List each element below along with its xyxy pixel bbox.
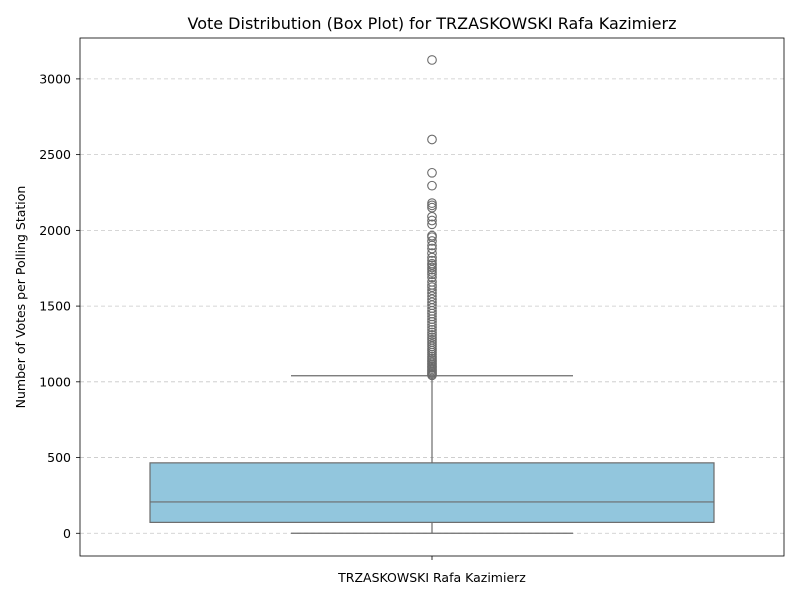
outlier-point	[427, 327, 437, 338]
iqr-box	[149, 462, 715, 523]
outlier-point	[427, 277, 437, 287]
outlier-point	[427, 230, 437, 241]
y-axis-ticks: 0 500 1000 1500 2000 2500 3000	[39, 71, 80, 541]
outlier-point	[427, 334, 437, 345]
outlier-point	[427, 262, 437, 273]
outlier-point	[427, 180, 437, 191]
outlier-point	[427, 167, 437, 178]
chart-title: Vote Distribution (Box Plot) for TRZASKO…	[187, 14, 676, 33]
outlier-point	[427, 236, 437, 246]
outlier-point	[427, 215, 437, 226]
outlier-point	[427, 134, 437, 145]
outlier-point	[427, 248, 437, 258]
y-tick-label: 2000	[39, 223, 71, 238]
y-tick-label: 3000	[39, 71, 71, 86]
x-axis-ticks: TRZASKOWSKI Rafa Kazimierz	[337, 556, 526, 585]
outlier-point	[427, 255, 437, 266]
outlier-point	[427, 202, 437, 213]
y-tick-label: 1000	[39, 374, 71, 389]
x-tick-label: TRZASKOWSKI Rafa Kazimierz	[337, 570, 526, 585]
outlier-point	[427, 258, 437, 269]
outlier-point	[427, 219, 437, 230]
y-axis-label: Number of Votes per Polling Station	[13, 186, 28, 409]
outlier-point	[427, 200, 437, 211]
y-tick-label: 500	[47, 450, 71, 465]
outlier-point	[427, 272, 437, 283]
y-tick-label: 2500	[39, 147, 71, 162]
outlier-point	[427, 337, 437, 347]
y-tick-label: 1500	[39, 299, 71, 314]
outlier-point	[427, 55, 437, 65]
y-tick-label: 0	[63, 526, 71, 541]
outlier-point	[427, 280, 437, 290]
outlier-point	[427, 339, 437, 350]
outlier-point	[427, 282, 437, 293]
outlier-point	[427, 330, 437, 340]
outlier-point	[427, 243, 437, 254]
outlier-point	[427, 332, 437, 343]
plot-frame	[79, 37, 785, 557]
outlier-point	[427, 325, 437, 335]
plot-area	[149, 55, 715, 534]
outlier-point	[427, 198, 437, 208]
